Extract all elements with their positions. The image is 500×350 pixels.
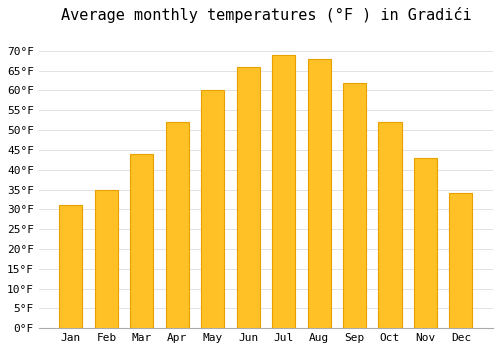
Bar: [343, 83, 366, 328]
Bar: [130, 154, 154, 328]
Bar: [236, 67, 260, 328]
Bar: [60, 205, 82, 328]
Bar: [308, 59, 330, 328]
Bar: [378, 122, 402, 328]
Bar: [166, 122, 189, 328]
Bar: [95, 190, 118, 328]
Bar: [201, 91, 224, 328]
Bar: [414, 158, 437, 328]
Bar: [450, 194, 472, 328]
Bar: [272, 55, 295, 328]
Title: Average monthly temperatures (°F ) in Gradići: Average monthly temperatures (°F ) in Gr…: [60, 7, 471, 23]
